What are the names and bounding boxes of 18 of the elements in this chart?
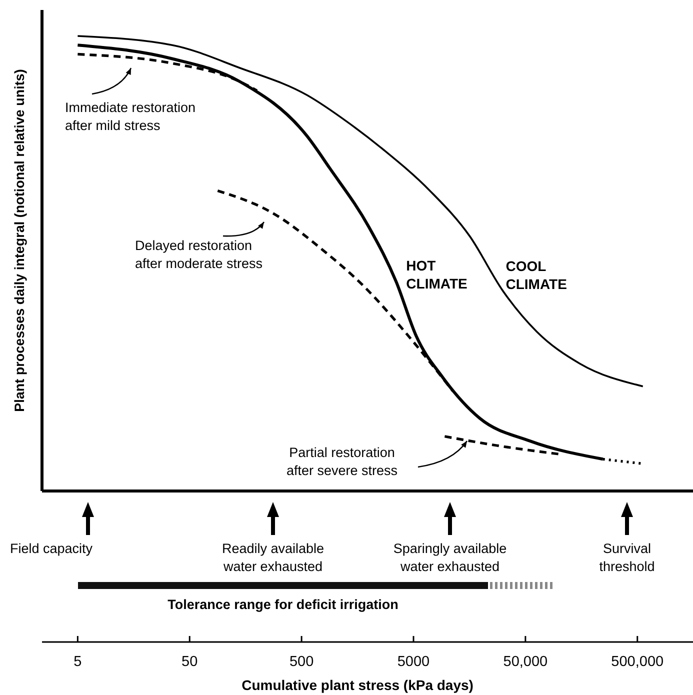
x-tick-label: 500 [289,654,314,670]
y-axis-title: Plant processes daily integral (notional relative units) [12,69,27,412]
series-label: HOT CLIMATE [406,258,468,292]
x-tick-label: 50,000 [503,654,548,670]
text: Field capacity [10,541,93,556]
x-axis-title: Cumulative plant stress (kPa days) [242,677,474,693]
text: Readily available water exhausted [222,541,324,574]
text: Survival threshold [599,541,655,574]
annotation: Partial restoration after severe stress [286,445,398,478]
x-tick-label: 5000 [397,654,430,670]
text: Tolerance range for deficit irrigation [168,597,398,612]
text: Sparingly available water exhausted [393,541,507,574]
series-label: COOL CLIMATE [506,258,567,292]
annotation: Immediate restoration after mild stress [65,100,196,133]
annotation: Delayed restoration after moderate stress [135,238,263,271]
x-tick-label: 500,000 [611,654,664,670]
x-tick-label: 50 [182,654,198,670]
x-tick-label: 5 [74,654,82,670]
